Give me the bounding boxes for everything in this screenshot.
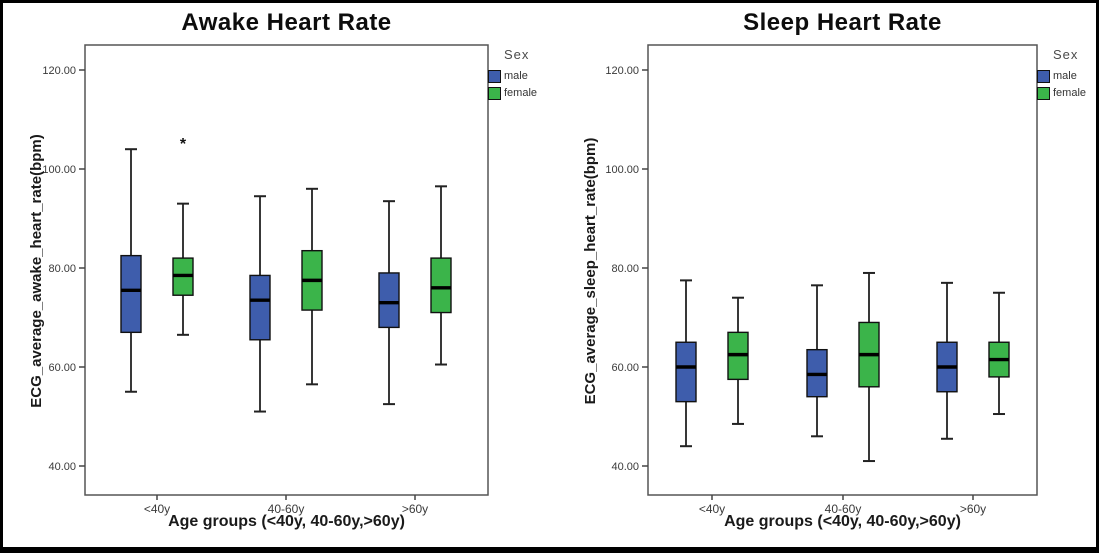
y-tick-label: 120.00 — [605, 65, 639, 77]
awake-legend-row-male: male — [488, 69, 558, 83]
box-female->60y — [430, 257, 452, 314]
awake-plot-area: 40.00 60.00 80.00 100.00 120.00 <40y 40-60y >60… — [42, 44, 489, 516]
x-tick-label: <40y — [699, 502, 725, 516]
box-male-<40y — [120, 254, 142, 334]
y-tick-label: 60.00 — [48, 362, 76, 374]
y-tick-label: 40.00 — [48, 461, 76, 473]
sleep-legend-title: Sex — [1053, 47, 1079, 62]
sleep-plot-area: 40.00 60.00 80.00 100.00 120.00 <40y 40-60y >60… — [605, 44, 1038, 516]
awake-legend-label-male: male — [504, 70, 528, 82]
y-tick-label: 100.00 — [605, 164, 639, 176]
sleep-y-axis-label: ECG_average_sleep_heart_rate(bpm) — [582, 137, 599, 405]
sleep-legend-label-female: female — [1053, 87, 1087, 99]
sleep-panel-title: Sleep Heart Rate — [743, 9, 942, 36]
y-tick-label: 80.00 — [611, 263, 639, 275]
y-tick-label: 40.00 — [611, 461, 639, 473]
male-swatch-icon — [1037, 69, 1050, 83]
awake-legend-label-female: female — [504, 87, 538, 99]
y-tick-label: 100.00 — [42, 164, 76, 176]
sleep-legend-label-male: male — [1053, 70, 1077, 82]
sleep-legend-row-male: male — [1037, 69, 1096, 83]
extreme-outlier-marker-female-<40y: * — [180, 136, 187, 153]
awake-legend-row-female: female — [488, 86, 558, 100]
x-tick-label: >60y — [960, 502, 986, 516]
box-male-<40y — [675, 341, 697, 403]
awake-legend: Sex male female — [488, 47, 558, 103]
y-tick-label: 60.00 — [611, 362, 639, 374]
x-tick-label: 40-60y — [268, 502, 305, 516]
female-swatch-icon — [488, 86, 501, 100]
plot-frame — [84, 44, 489, 496]
box-male-40-60y — [249, 274, 271, 341]
x-tick-label: 40-60y — [825, 502, 862, 516]
y-tick-label: 80.00 — [48, 263, 76, 275]
male-swatch-icon — [488, 69, 501, 83]
awake-legend-title: Sex — [504, 47, 530, 62]
sleep-x-axis-label: Age groups (<40y, 40-60y,>60y) — [724, 513, 961, 530]
box-male->60y — [378, 272, 400, 329]
boxplot-canvas: 40.00 60.00 80.00 100.00 120.00 <40y 40-60y >60… — [42, 44, 1038, 516]
x-tick-label: >60y — [402, 502, 428, 516]
awake-x-axis-label: Age groups (<40y, 40-60y,>60y) — [168, 513, 405, 530]
sleep-legend: Sex male female — [1037, 47, 1096, 103]
awake-y-axis-label: ECG_average_awake_heart_rate(bpm) — [28, 134, 45, 408]
sleep-legend-row-female: female — [1037, 86, 1096, 100]
awake-panel-title: Awake Heart Rate — [181, 9, 392, 36]
x-tick-label: <40y — [144, 502, 170, 516]
plot-frame — [647, 44, 1038, 496]
female-swatch-icon — [1037, 86, 1050, 100]
y-tick-label: 120.00 — [42, 65, 76, 77]
